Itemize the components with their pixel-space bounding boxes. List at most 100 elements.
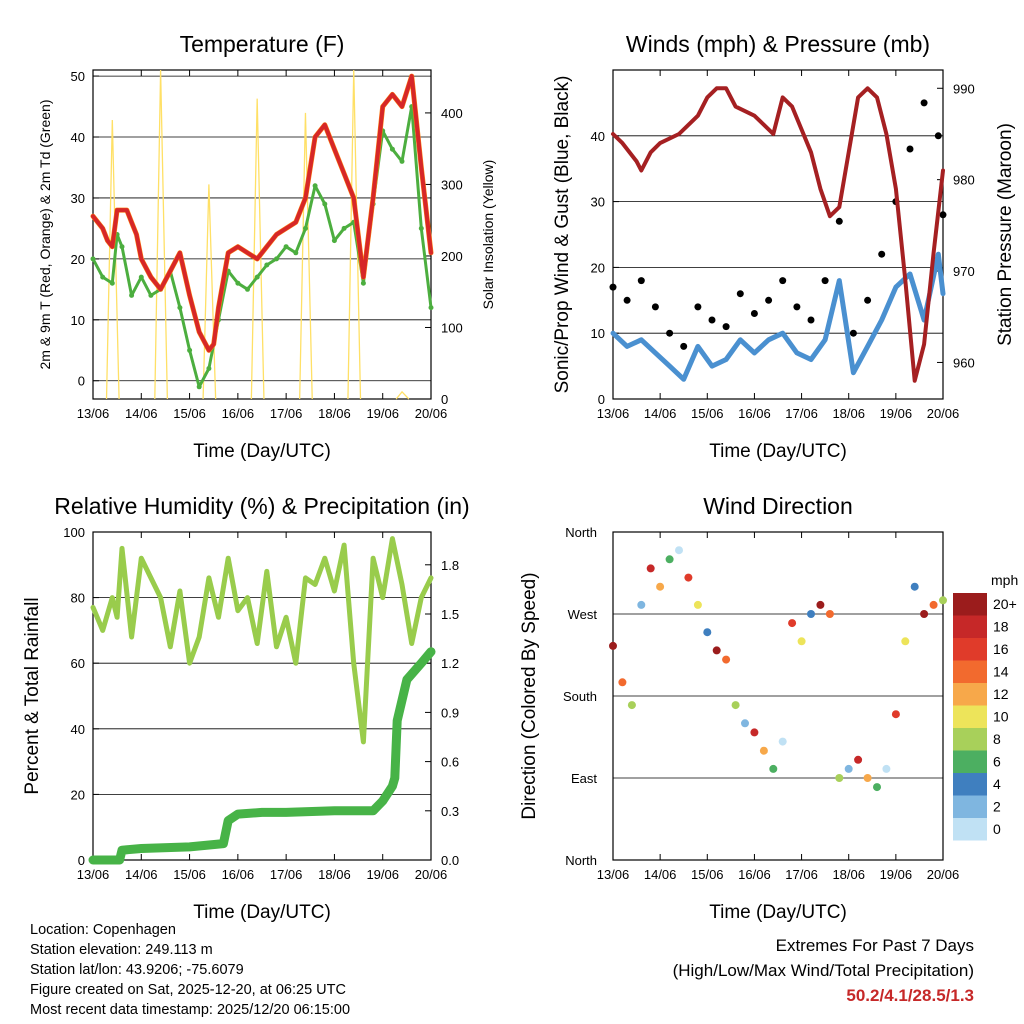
y-tick-label-right: 980 [953, 173, 975, 188]
y-tick-label-right: 960 [953, 355, 975, 370]
y-tick-label-right: 0.3 [441, 804, 459, 819]
x-tick-label: 14/06 [125, 406, 158, 421]
gust-point [835, 217, 843, 225]
direction-point [807, 610, 815, 618]
gust-point [736, 290, 744, 298]
direction-point [712, 646, 721, 655]
gust-point [680, 342, 688, 350]
colorbar-swatch [953, 818, 987, 841]
dewpoint-point [264, 262, 270, 268]
gust-point [779, 277, 787, 285]
direction-point [854, 755, 863, 764]
x-tick-label: 19/06 [366, 867, 399, 882]
x-tick-label: 17/06 [785, 406, 818, 421]
y-tick-label: South [563, 689, 597, 704]
colorbar-label: 8 [993, 731, 1001, 747]
dewpoint-point [187, 347, 193, 353]
colorbar-label: 4 [993, 776, 1001, 792]
direction-point [901, 637, 910, 646]
y-tick-label-right: 970 [953, 264, 975, 279]
direction-point [609, 641, 617, 650]
y-tick-label: North [565, 525, 597, 540]
pressure-line [611, 86, 945, 383]
solar-spike [105, 120, 120, 400]
gust-point [807, 316, 815, 324]
y-tick-label-right: 1.2 [441, 656, 459, 671]
direction-point [920, 610, 929, 618]
x-tick-label: 19/06 [880, 406, 913, 421]
station-info: Location: Copenhagen Station elevation: … [30, 920, 350, 1020]
dewpoint-point [389, 146, 395, 152]
dewpoint-point [129, 292, 135, 298]
direction-point [646, 564, 655, 573]
direction-point [882, 764, 891, 773]
gust-point [750, 310, 758, 317]
gust-point [849, 329, 857, 337]
direction-point [684, 573, 693, 582]
colorbar-label: 0 [993, 821, 1001, 837]
y-tick-label: 0 [598, 392, 605, 407]
y-tick-label: 20 [591, 260, 605, 275]
gust-point [878, 250, 886, 258]
x-tick-label: 16/06 [738, 406, 771, 421]
colorbar-label: 20+ [993, 596, 1017, 612]
x-tick-label: 20/06 [415, 406, 448, 421]
gust-point [793, 303, 801, 311]
direction-point [722, 655, 731, 664]
y-tick-label: 40 [71, 722, 85, 737]
gust-point [651, 303, 659, 311]
x-tick-label: 18/06 [318, 867, 351, 882]
x-axis-label: Time (Day/UTC) [193, 902, 331, 923]
gust-point [637, 277, 645, 285]
y-tick-label: 60 [71, 656, 85, 671]
gust-point [708, 316, 716, 324]
y-tick-label-right: 100 [441, 320, 463, 335]
colorbar-swatch [953, 728, 987, 751]
dewpoint-point [119, 244, 125, 250]
chart-title: Temperature (F) [180, 31, 345, 57]
dewpoint-point [148, 292, 154, 298]
direction-point [618, 678, 627, 687]
extremes-subtitle: (High/Low/Max Wind/Total Precipitation) [672, 961, 974, 980]
y-tick-label: 20 [71, 252, 85, 267]
direction-point [703, 628, 712, 637]
solar-spike [250, 98, 265, 400]
rh-line [90, 536, 434, 745]
created-text: Figure created on Sat, 2025-12-20, at 06… [30, 982, 346, 998]
y-tick-label: 30 [591, 195, 605, 210]
gust-point [934, 132, 942, 140]
x-tick-label: 20/06 [415, 867, 448, 882]
dewpoint-point [90, 256, 96, 262]
x-tick-label: 14/06 [125, 867, 158, 882]
dewpoint-point [322, 201, 328, 207]
dewpoint-point [293, 250, 299, 256]
x-tick-label: 18/06 [318, 406, 351, 421]
y-tick-label-right: 990 [953, 81, 975, 96]
gust-point [722, 323, 730, 331]
gust-point [623, 296, 631, 304]
x-tick-label: 14/06 [644, 867, 677, 882]
x-tick-label: 13/06 [77, 406, 110, 421]
x-tick-label: 16/06 [222, 406, 255, 421]
gust-point [609, 283, 617, 291]
dewpoint-point [399, 158, 405, 164]
chart-title: Relative Humidity (%) & Precipitation (i… [54, 493, 469, 519]
dewpoint-point [100, 274, 106, 280]
x-tick-label: 13/06 [597, 406, 630, 421]
y-tick-label-right: 0.6 [441, 755, 459, 770]
direction-point [627, 701, 636, 710]
y-tick-label-right: 0.9 [441, 705, 459, 720]
y-tick-label: 50 [71, 69, 85, 84]
colorbar-label: 16 [993, 641, 1009, 657]
direction-point [741, 719, 749, 728]
y-axis-label-right: Solar Insolation (Yellow) [480, 160, 496, 310]
direction-point [816, 600, 825, 609]
dewpoint-point [341, 225, 347, 231]
gust-point [906, 145, 914, 153]
dewpoint-point [254, 274, 260, 280]
colorbar-swatch [953, 638, 987, 661]
x-tick-label: 13/06 [597, 867, 630, 882]
y-axis-label-right: Station Pressure (Maroon) [995, 123, 1016, 346]
direction-point [835, 774, 844, 782]
colorbar-swatch [953, 593, 987, 616]
